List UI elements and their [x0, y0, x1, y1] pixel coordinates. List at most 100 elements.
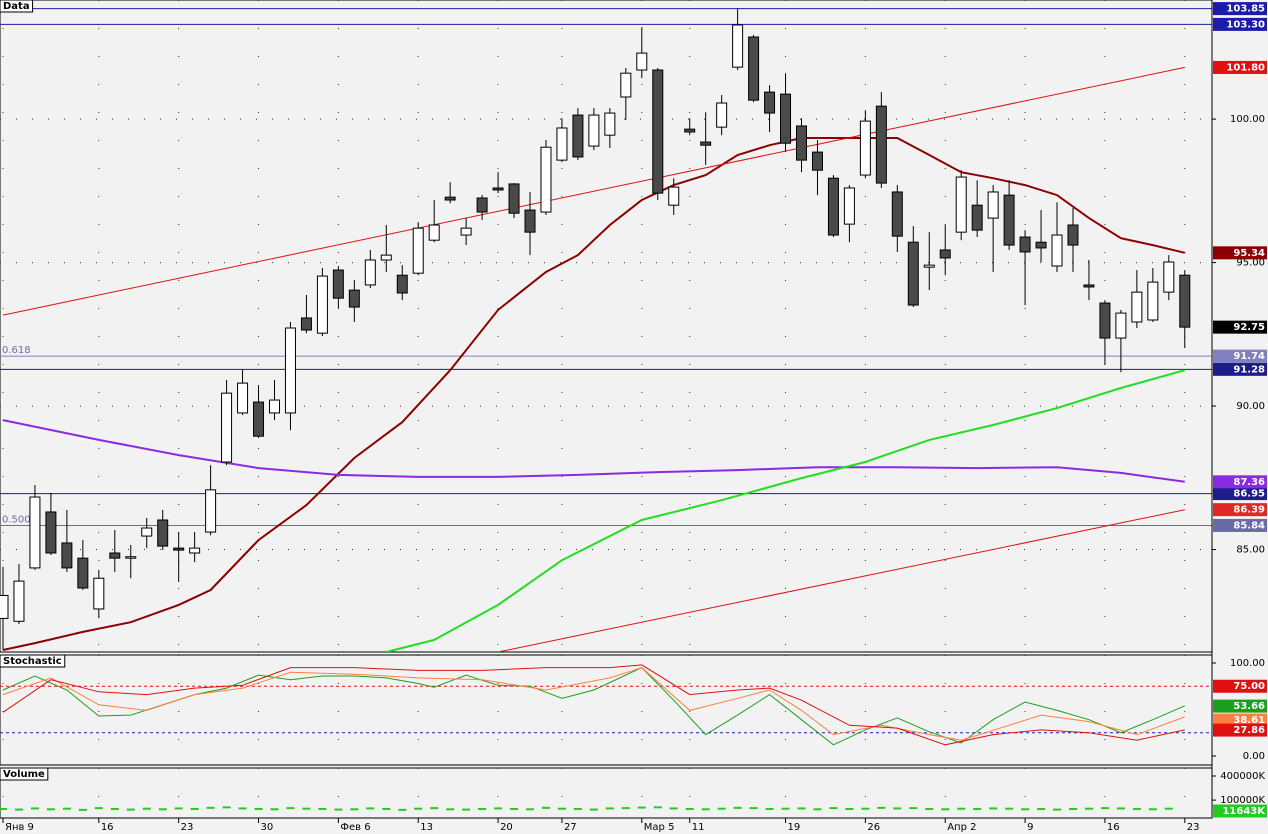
y-tick-label: 100.00 — [1230, 658, 1265, 669]
candle-body — [540, 146, 552, 213]
volume-bar — [142, 807, 151, 810]
candle-body — [428, 224, 440, 241]
price-label-box — [1213, 503, 1267, 517]
candle-body — [364, 259, 376, 286]
price-label-box — [1213, 713, 1267, 727]
volume-bar — [14, 808, 23, 811]
volume-bar — [1068, 807, 1077, 810]
price-label: 87.36 — [1233, 477, 1265, 488]
x-tick-label: Фев 6 — [340, 822, 370, 833]
volume-bar — [510, 807, 519, 810]
x-tick-label: 26 — [867, 822, 880, 833]
candle-body — [524, 209, 536, 233]
candle-body — [1083, 284, 1095, 288]
volume-bar — [1100, 807, 1109, 810]
candle-body — [508, 183, 520, 214]
x-tick-label: 13 — [420, 822, 433, 833]
candle-body — [1019, 236, 1031, 253]
candle-body — [1131, 291, 1143, 323]
candle-body — [205, 489, 217, 533]
price-label-box — [1213, 320, 1267, 334]
panel-title: Stochastic — [3, 656, 62, 667]
volume-bar — [941, 808, 950, 811]
x-tick-label: 11 — [692, 822, 705, 833]
candle-body — [827, 177, 839, 236]
volume-bar — [190, 807, 199, 810]
volume-bar — [829, 807, 838, 810]
panel-title-box — [0, 767, 49, 781]
volume-bar — [222, 806, 231, 809]
volume-bar — [350, 808, 359, 811]
volume-bar — [254, 807, 263, 810]
volume-bar — [382, 807, 391, 810]
volume-bar — [765, 807, 774, 810]
volume-bar — [126, 808, 135, 811]
price-label-box — [1213, 246, 1267, 260]
price-label: 86.95 — [1233, 489, 1265, 500]
volume-bar — [1053, 808, 1062, 811]
candle-body — [45, 511, 57, 554]
panel-title: Data — [3, 1, 30, 12]
candle-body — [1099, 302, 1111, 339]
volume-bar — [797, 807, 806, 810]
candle-body — [1163, 261, 1175, 293]
candle-body — [492, 187, 504, 191]
candle-body — [93, 577, 105, 610]
price-label: 91.28 — [1233, 364, 1265, 375]
volume-bar — [414, 807, 423, 810]
x-tick-label: 16 — [101, 822, 114, 833]
price-label-box — [1213, 518, 1267, 532]
volume-bar — [158, 808, 167, 811]
candle-body — [221, 392, 233, 463]
candle-body — [923, 264, 935, 268]
candle-body — [253, 401, 265, 437]
volume-bar — [621, 807, 630, 810]
panel-frame — [0, 0, 1213, 653]
price-label: 53.66 — [1233, 701, 1265, 712]
candle-body — [1035, 241, 1047, 249]
volume-bar — [973, 807, 982, 810]
volume-bar — [1132, 807, 1141, 810]
candle-body — [1147, 281, 1159, 321]
x-tick-label: 23 — [1187, 822, 1200, 833]
volume-bar — [1084, 807, 1093, 810]
series-line — [497, 509, 1185, 652]
candle-body — [1115, 312, 1127, 339]
price-label-box — [1213, 475, 1267, 489]
candle-body — [77, 557, 89, 589]
price-label: 86.39 — [1233, 505, 1265, 516]
price-label: 91.74 — [1233, 351, 1265, 362]
candle-body — [141, 527, 153, 537]
candle-body — [843, 187, 855, 225]
volume-bar — [238, 807, 247, 810]
candle-body — [348, 289, 360, 308]
candle-body — [764, 91, 776, 114]
candle-body — [620, 72, 632, 98]
price-label-box — [1213, 487, 1267, 501]
candle-body — [460, 227, 472, 236]
volume-bar — [605, 807, 614, 810]
candle-body — [604, 112, 616, 136]
candle-body — [13, 580, 25, 622]
panel-title-box — [0, 0, 34, 13]
candle-body — [636, 52, 648, 71]
candle-body — [572, 114, 584, 158]
volume-bar — [78, 808, 87, 811]
candle-body — [748, 36, 760, 101]
volume-bar — [430, 807, 439, 810]
volume-bar — [541, 806, 550, 809]
candle-body — [476, 197, 488, 213]
series-line — [386, 369, 1186, 652]
volume-bar — [989, 807, 998, 810]
x-tick-label: 23 — [181, 822, 194, 833]
y-tick-label: 100000K — [1220, 795, 1265, 806]
volume-bar — [462, 808, 471, 811]
volume-bar — [302, 807, 311, 810]
panel-frame — [0, 654, 1213, 766]
volume-bar — [206, 806, 215, 809]
price-label: 95.34 — [1233, 248, 1265, 259]
fib-label: 0.500 — [2, 514, 31, 525]
x-tick-label: 16 — [1107, 822, 1120, 833]
volume-bar — [637, 806, 646, 809]
panel-plot — [0, 655, 1212, 765]
